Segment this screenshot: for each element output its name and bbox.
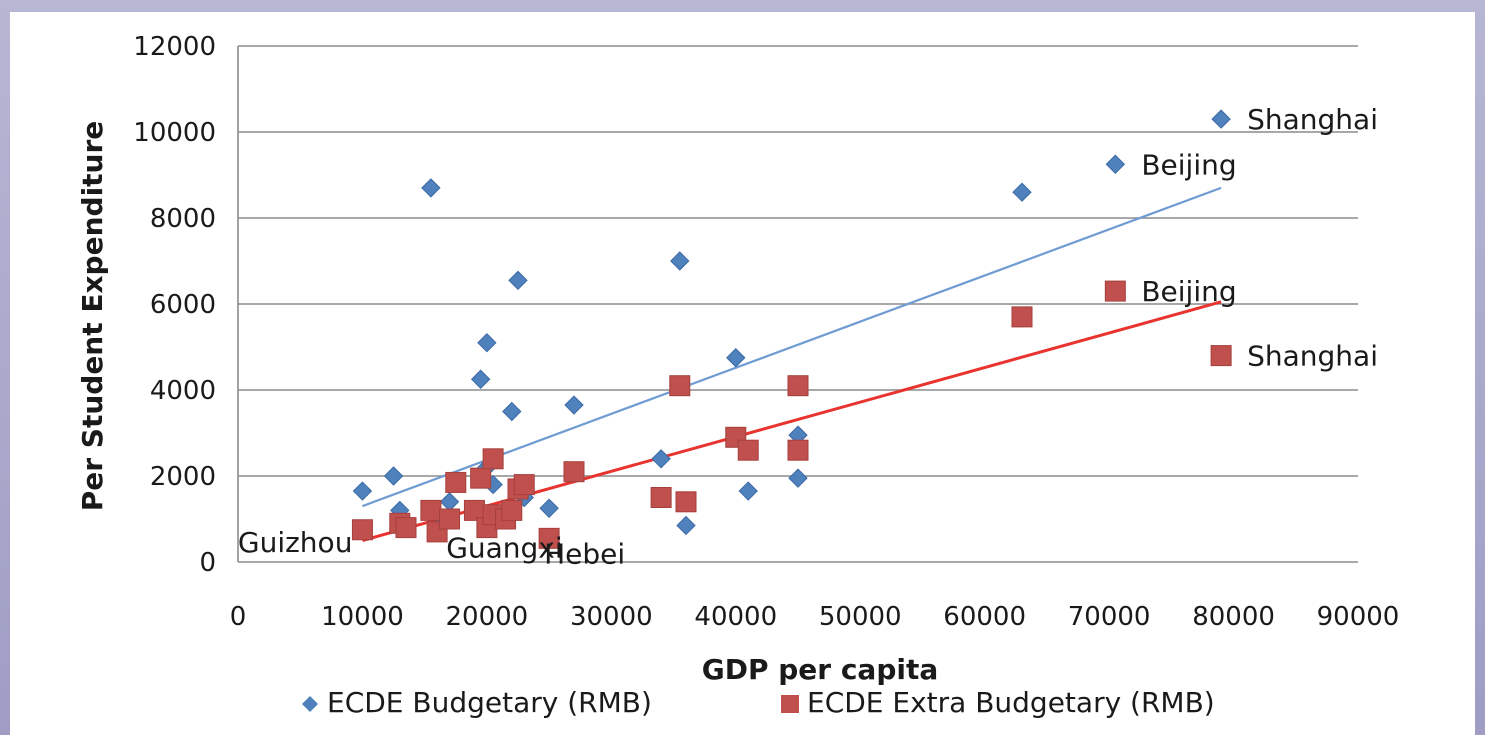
budgetary-point xyxy=(651,449,671,469)
data-label: Hebei xyxy=(544,537,625,570)
y-tick-label: 2000 xyxy=(150,462,216,492)
x-tick-label: 40000 xyxy=(694,602,777,632)
budgetary-point xyxy=(421,178,441,198)
extra-budgetary-point xyxy=(395,517,417,539)
extra-budgetary-point xyxy=(669,375,691,397)
extra-budgetary-point xyxy=(445,471,467,493)
budgetary-point xyxy=(477,332,497,353)
extra-budgetary-point xyxy=(737,439,759,461)
annotations: Shanghai Beijing Beijing Shanghai Guizhou Gua… xyxy=(238,103,1378,570)
budgetary-point xyxy=(1105,154,1126,174)
x-tick-label: 90000 xyxy=(1317,602,1400,632)
y-tick-label: 12000 xyxy=(133,32,216,62)
x-axis-title: GDP per capita xyxy=(702,653,939,686)
x-tick-label: 80000 xyxy=(1192,602,1275,632)
y-tick-label: 4000 xyxy=(150,376,216,406)
data-label: Beijing xyxy=(1141,275,1236,308)
y-tick-label: 6000 xyxy=(150,290,216,320)
budgetary-point xyxy=(1012,182,1032,202)
data-label: Shanghai xyxy=(1247,103,1378,136)
budgetary-point xyxy=(439,492,460,512)
extra-budgetary-point xyxy=(1210,345,1232,367)
data-label: Beijing xyxy=(1141,148,1236,181)
data-label: Shanghai xyxy=(1247,340,1378,373)
extra-budgetary-point xyxy=(675,491,697,513)
x-tick-label: 10000 xyxy=(321,602,404,632)
budgetary-point xyxy=(788,468,808,488)
extra-budgetary-point xyxy=(501,499,523,521)
extra-budgetary-point xyxy=(787,439,809,461)
extra-budgetary-point xyxy=(482,448,504,470)
x-tick-label: 20000 xyxy=(446,602,529,632)
data-label: Guangxi xyxy=(446,531,562,564)
y-axis-ticks: 0 2000 4000 6000 8000 10000 12000 xyxy=(133,32,216,578)
extra-budgetary-point xyxy=(787,375,809,397)
x-tick-label: 70000 xyxy=(1068,602,1151,632)
extra-budgetary-point xyxy=(420,499,442,521)
y-tick-label: 8000 xyxy=(150,204,216,234)
legend-square-icon xyxy=(781,695,799,713)
extra-budgetary-point xyxy=(351,519,373,541)
scatter-chart: 0 10000 20000 30000 40000 50000 60000 70000 8000… xyxy=(76,32,1400,719)
x-tick-label: 50000 xyxy=(819,602,902,632)
data-label: Guizhou xyxy=(238,526,353,559)
budgetary-point xyxy=(383,466,404,486)
budgetary-point xyxy=(564,395,584,415)
budgetary-point xyxy=(726,348,746,368)
budgetary-point xyxy=(539,498,559,518)
legend-diamond-icon xyxy=(302,696,318,712)
budgetary-point xyxy=(1211,109,1231,129)
x-tick-label: 60000 xyxy=(943,602,1026,632)
budgetary-point xyxy=(508,270,528,291)
budgetary-point xyxy=(676,515,696,536)
budgetary-point xyxy=(352,481,373,501)
x-tick-label: 30000 xyxy=(570,602,653,632)
y-tick-label: 10000 xyxy=(133,118,216,148)
x-tick-label: 0 xyxy=(230,602,247,632)
extra-budgetary-point xyxy=(1011,306,1033,328)
extra-budgetary-point xyxy=(650,487,672,508)
extra-budgetary-point xyxy=(563,461,585,483)
legend: ECDE Budgetary (RMB) ECDE Extra Budgetary… xyxy=(302,686,1215,719)
extra-budgetary-point xyxy=(1104,280,1126,302)
y-tick-label: 0 xyxy=(199,548,216,578)
extra-budgetary-point xyxy=(439,508,461,530)
x-axis-ticks: 0 10000 20000 30000 40000 50000 60000 70000 8000… xyxy=(230,602,1400,632)
budgetary-point xyxy=(670,251,690,271)
extra-budgetary-point xyxy=(513,474,535,496)
y-axis-title: Per Student Expenditure xyxy=(76,121,109,512)
budgetary-trendline xyxy=(362,186,1222,508)
budgetary-point xyxy=(470,369,491,389)
budgetary-point xyxy=(502,401,522,422)
data-points xyxy=(351,109,1232,549)
extra-budgetary-point xyxy=(538,527,560,549)
budgetary-point xyxy=(738,481,758,501)
legend-entry-label: ECDE Budgetary (RMB) xyxy=(327,686,652,719)
legend-entry-label: ECDE Extra Budgetary (RMB) xyxy=(807,686,1215,719)
chart-frame: 0 10000 20000 30000 40000 50000 60000 70000 8000… xyxy=(10,12,1475,735)
extra-budgetary-point xyxy=(470,467,492,489)
